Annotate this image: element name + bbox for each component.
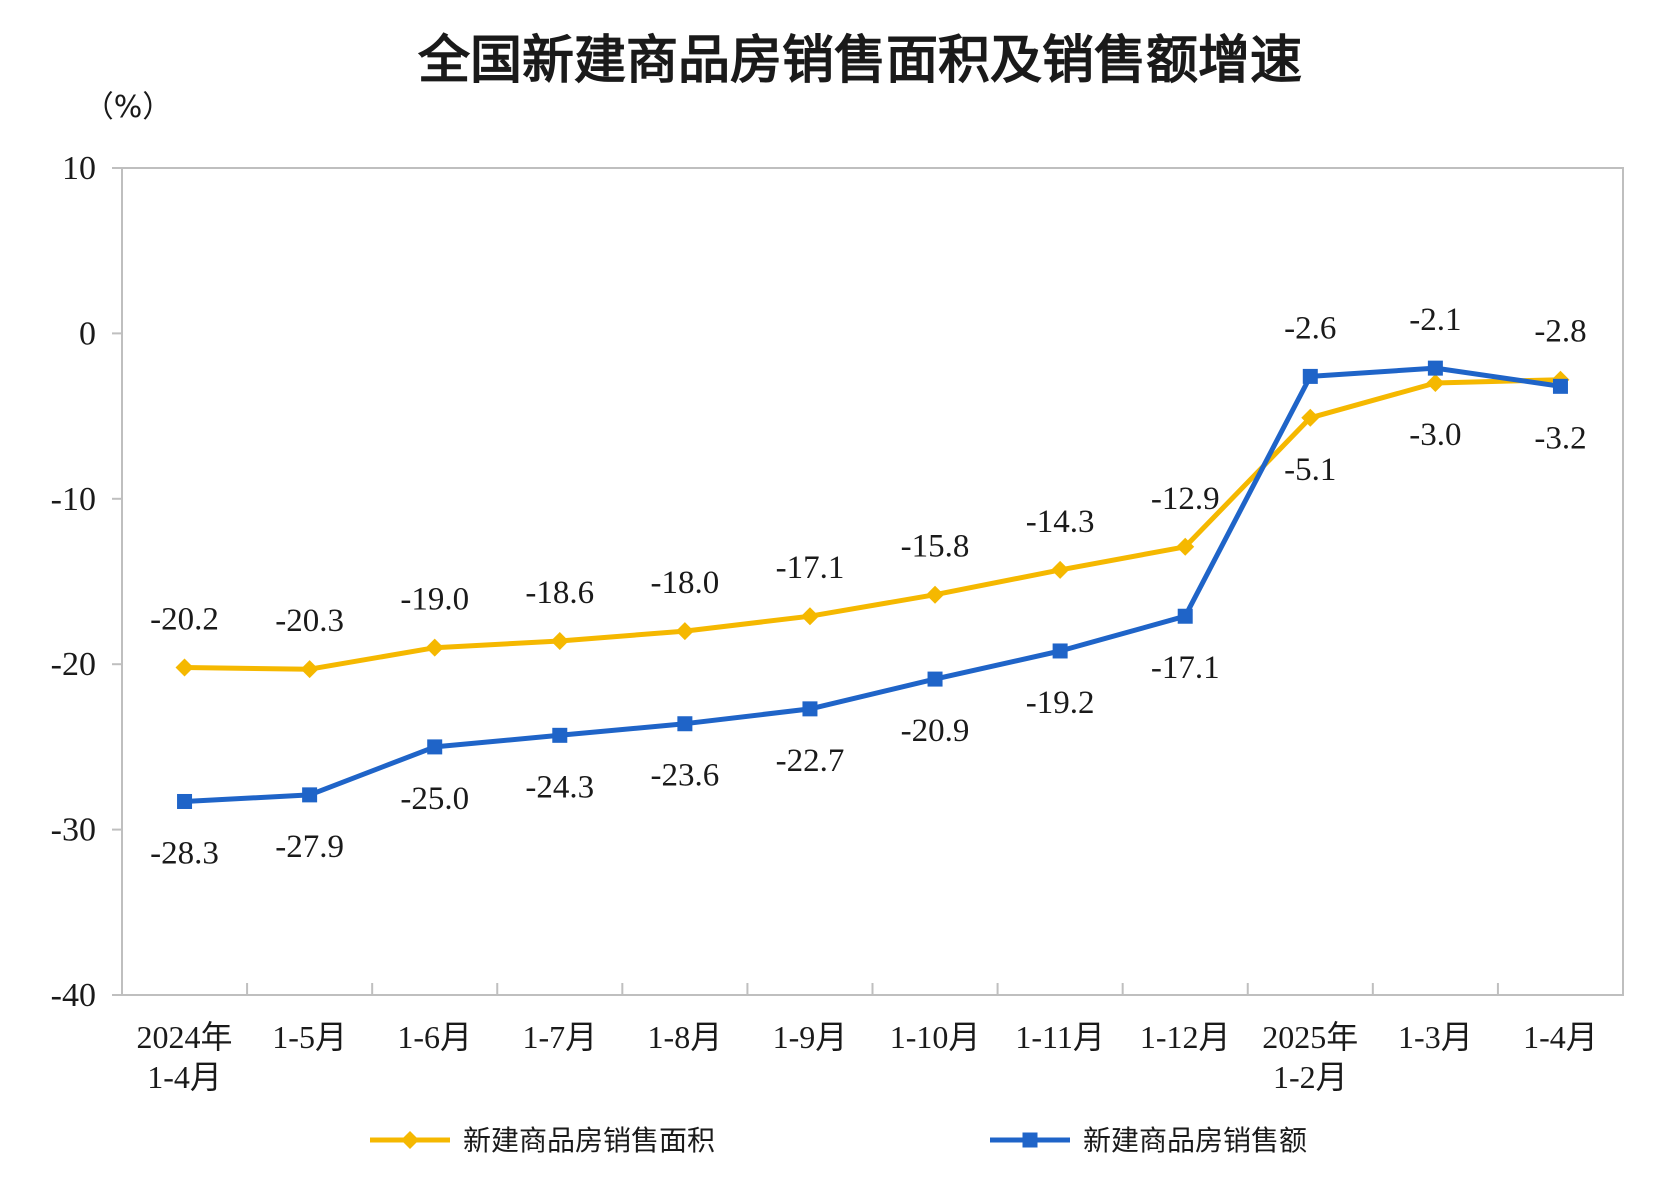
x-tick-label: 1-6月 <box>397 1019 472 1055</box>
data-label: -14.3 <box>1026 504 1095 540</box>
data-point-diamond <box>675 622 694 641</box>
data-label: -17.1 <box>776 550 845 586</box>
data-label: -15.8 <box>901 529 970 565</box>
data-labels-layer: -20.2 -20.3 -19.0 -18.6 -18.0 -17.1 -15.8 -14.3… <box>150 302 1586 871</box>
data-point-square <box>302 787 318 803</box>
data-point-square <box>927 671 943 687</box>
data-point-square <box>1177 608 1193 624</box>
data-point-square <box>1302 368 1318 384</box>
data-label: -3.2 <box>1534 420 1586 456</box>
data-point-diamond <box>1426 374 1445 393</box>
data-label: -3.0 <box>1409 417 1461 453</box>
y-axis-ticks: 10 0 -10 -20 -30 -40 <box>51 150 122 1014</box>
data-label: -20.3 <box>275 603 344 639</box>
data-point-square <box>802 701 818 717</box>
data-label: -5.1 <box>1284 452 1336 488</box>
data-label: -20.2 <box>150 602 219 638</box>
x-tick-label: 1-4月 <box>147 1059 222 1095</box>
data-label: -19.2 <box>1026 685 1095 721</box>
x-tick-label: 1-3月 <box>1398 1019 1473 1055</box>
data-point-diamond <box>300 660 319 679</box>
x-tick-label: 1-4月 <box>1523 1019 1598 1055</box>
legend-marker-diamond <box>401 1131 419 1149</box>
plot-area-frame <box>121 167 1624 996</box>
series-line-2 <box>184 365 1561 804</box>
data-point-diamond <box>926 585 945 604</box>
data-label: -12.9 <box>1151 481 1220 517</box>
data-label: -25.0 <box>400 781 469 817</box>
data-label: -28.3 <box>150 835 219 871</box>
data-label: -24.3 <box>525 769 594 805</box>
x-tick-label: 1-12月 <box>1140 1019 1231 1055</box>
data-point-square <box>427 739 443 755</box>
x-tick-label: 1-7月 <box>522 1019 597 1055</box>
y-tick-label: -10 <box>51 481 96 518</box>
data-point-diamond <box>1176 537 1195 556</box>
x-axis-ticks: 2024年 1-4月 1-5月 1-6月 1-7月 1-8月 1-9月 1-10月 1-11月 1… <box>137 983 1598 1095</box>
series-line-1 <box>184 377 1561 672</box>
data-label: -23.6 <box>651 758 720 794</box>
x-tick-label: 1-2月 <box>1273 1059 1348 1095</box>
data-point-square <box>177 793 193 809</box>
chart-title: 全国新建商品房销售面积及销售额增速 <box>417 31 1302 91</box>
y-tick-label: -20 <box>51 646 96 683</box>
data-point-square <box>677 716 693 732</box>
legend: 新建商品房销售面积 新建商品房销售额 <box>370 1124 1307 1157</box>
y-tick-label: 0 <box>79 315 96 352</box>
x-tick-label: 2024年 <box>137 1019 233 1055</box>
y-tick-label: -30 <box>51 812 96 849</box>
data-label: -2.1 <box>1409 302 1461 338</box>
x-tick-label: 1-11月 <box>1015 1019 1104 1055</box>
data-label: -18.6 <box>525 575 594 611</box>
data-label: -17.1 <box>1151 650 1220 686</box>
data-point-diamond <box>800 607 819 626</box>
data-point-square <box>552 727 568 743</box>
series-layer <box>175 360 1570 809</box>
legend-marker-square <box>1022 1132 1038 1148</box>
data-point-diamond <box>1301 408 1320 427</box>
data-point-square <box>1427 360 1443 376</box>
data-label: -22.7 <box>776 743 845 779</box>
x-tick-label: 2025年 <box>1262 1019 1358 1055</box>
x-tick-label: 1-9月 <box>773 1019 848 1055</box>
data-label: -2.8 <box>1534 314 1586 350</box>
data-point-diamond <box>550 632 569 651</box>
data-point-square <box>1052 643 1068 659</box>
data-label: -18.0 <box>651 565 720 601</box>
legend-label: 新建商品房销售额 <box>1083 1124 1307 1157</box>
y-tick-label: 10 <box>62 150 96 187</box>
data-point-diamond <box>425 638 444 657</box>
data-point-diamond <box>175 658 194 677</box>
legend-label: 新建商品房销售面积 <box>463 1124 715 1157</box>
y-tick-label: -40 <box>51 977 96 1014</box>
data-label: -27.9 <box>275 829 344 865</box>
y-axis-unit-label: （%） <box>84 90 173 125</box>
data-point-square <box>1552 378 1568 394</box>
x-tick-label: 1-10月 <box>890 1019 981 1055</box>
data-label: -2.6 <box>1284 310 1336 346</box>
x-tick-label: 1-5月 <box>272 1019 347 1055</box>
data-point-diamond <box>1051 560 1070 579</box>
x-tick-label: 1-8月 <box>648 1019 723 1055</box>
data-label: -20.9 <box>901 713 970 749</box>
data-label: -19.0 <box>400 582 469 618</box>
